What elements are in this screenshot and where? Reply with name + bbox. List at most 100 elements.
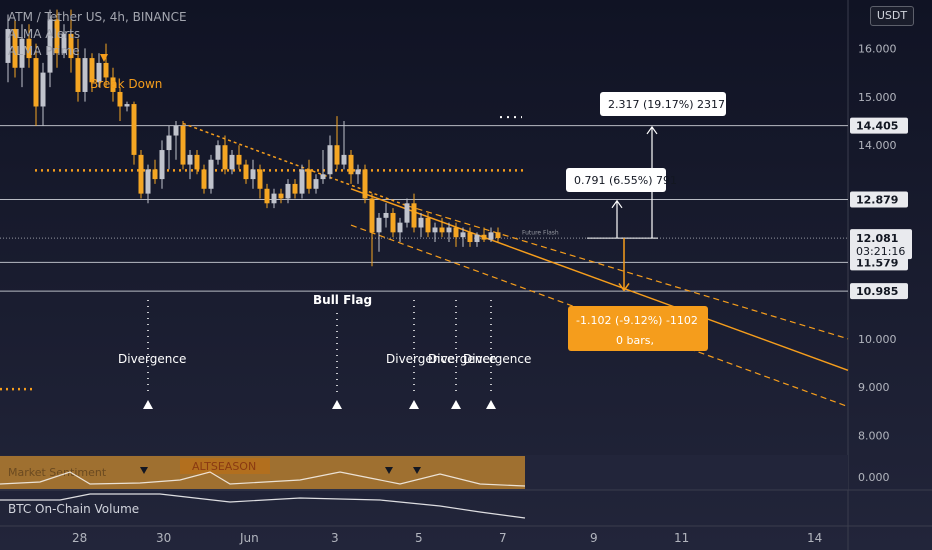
x-tick-label: 9 [590, 531, 598, 545]
candle-body [390, 212, 396, 233]
indicator-alma-alerts[interactable]: ALMA Alerts [8, 27, 81, 41]
candle [418, 212, 424, 238]
candle-body [474, 234, 480, 243]
candle [327, 135, 333, 180]
candle-body [75, 58, 81, 92]
last-price-label: 12.081 [856, 232, 898, 245]
y-tick-label: 8.000 [858, 430, 890, 443]
x-tick-label: 3 [331, 531, 339, 545]
candle [243, 159, 249, 184]
currency-button[interactable]: USDT [870, 6, 914, 26]
candle [481, 227, 487, 243]
candle-body [418, 217, 424, 228]
candle-body [383, 212, 389, 218]
candle [173, 121, 179, 160]
price-level-label: 14.405 [856, 120, 898, 133]
candle-body [341, 154, 347, 165]
divergence-triangle [451, 400, 461, 409]
candle [89, 53, 95, 92]
candle-body [495, 232, 501, 239]
candle-body [208, 159, 214, 189]
candle [82, 48, 88, 102]
btc-volume-line [0, 493, 526, 519]
candle-body [460, 232, 466, 238]
candle [222, 135, 228, 175]
countdown-label: 03:21:16 [856, 245, 905, 258]
candle [390, 208, 396, 238]
candle [131, 101, 137, 165]
down-measure-arrowhead [618, 283, 630, 292]
candle [159, 140, 165, 189]
bull-flag-label: Bull Flag [313, 293, 372, 307]
bull-flag-triangle [332, 400, 342, 409]
candle [61, 24, 67, 59]
divergence-label: Divergence [428, 352, 496, 366]
candle-body [467, 232, 473, 243]
candle [257, 164, 263, 199]
candle [474, 232, 480, 247]
candle-body [271, 193, 277, 204]
indicator-alma-prime[interactable]: ALMA Prime [8, 44, 80, 58]
candle [348, 150, 354, 184]
candle [488, 227, 494, 243]
candle-body [292, 183, 298, 194]
candle [425, 212, 431, 238]
candle [467, 227, 473, 247]
candle [152, 159, 158, 184]
candle [208, 154, 214, 194]
candle-body [369, 198, 375, 233]
candle [334, 116, 340, 170]
candle-body [33, 58, 39, 107]
candle [75, 38, 81, 102]
channel-top-dashed [406, 205, 849, 340]
candle [460, 227, 466, 247]
candle-body [89, 58, 95, 83]
candle [96, 53, 102, 88]
break-down-arrow [100, 54, 108, 62]
candle [383, 203, 389, 228]
candle [215, 140, 221, 165]
last-price-tag [850, 229, 912, 260]
candle-body [355, 169, 361, 175]
candle [68, 9, 74, 73]
y-tick-label: 14.000 [858, 139, 897, 152]
candle [47, 9, 53, 88]
candle-body [152, 169, 158, 180]
altseason-band [180, 458, 270, 474]
candle-body [61, 33, 67, 54]
candle [180, 121, 186, 170]
break-down-label: Break Down [90, 77, 162, 91]
candle-body [250, 169, 256, 180]
candle-body [334, 145, 340, 165]
candle-body [488, 232, 494, 240]
candle-body [348, 154, 354, 175]
divergence-triangle [143, 400, 153, 409]
candle-body [96, 62, 102, 83]
divergence-label: Divergence [386, 352, 454, 366]
candle [320, 150, 326, 184]
candle [54, 9, 60, 68]
btc-volume-label: BTC On-Chain Volume [8, 502, 139, 516]
y-tick-label: 10.000 [858, 333, 897, 346]
measure-label: 2.317 (19.17%) 2317 [608, 98, 725, 111]
down-measure-label: -1.102 (-9.12%) -1102 [576, 314, 698, 327]
channel-top-dotted [182, 122, 408, 207]
price-level-tag [850, 283, 908, 300]
candle-body [26, 38, 32, 59]
y-tick-label: 9.000 [858, 381, 890, 394]
candle-body [320, 174, 326, 180]
candle-body [54, 19, 60, 54]
candle [194, 150, 200, 175]
price-level-label: 11.579 [856, 256, 898, 269]
candle-body [439, 227, 445, 233]
divergence-triangle [486, 400, 496, 409]
candle-body [187, 154, 193, 165]
x-tick-label: 14 [807, 531, 822, 545]
candle-body [138, 154, 144, 194]
candle [110, 67, 116, 102]
price-level-tag [850, 191, 908, 208]
candle [341, 121, 347, 170]
candle [5, 14, 11, 83]
candle-body [243, 164, 249, 180]
